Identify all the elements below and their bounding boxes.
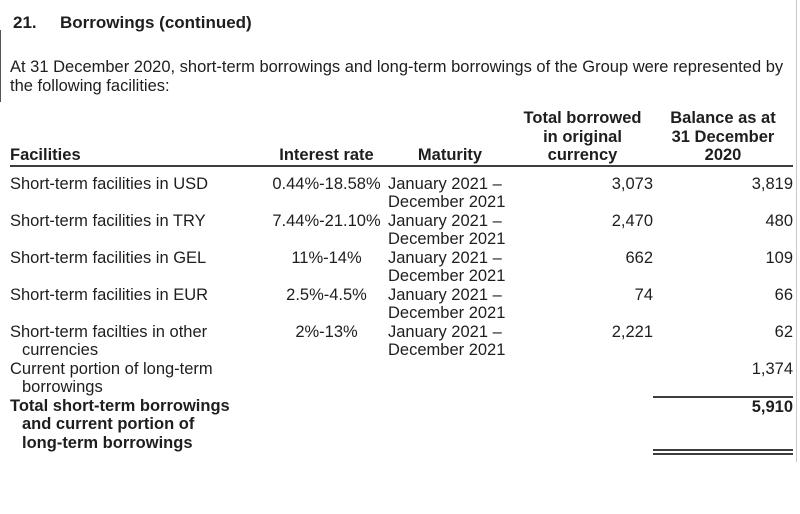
- facility-label: Short-term facilities in USD: [10, 174, 209, 193]
- total-borrowed-cell: 3,073: [611, 174, 653, 193]
- section-number: 21.: [13, 13, 37, 32]
- total-label-line1: Total short-term borrowings: [10, 396, 230, 415]
- col-header-interest-rate: Interest rate: [265, 109, 388, 167]
- facility-cell: Short-term facilities in TRY: [10, 212, 265, 249]
- balance-cell: 3,819: [751, 174, 793, 193]
- total-borrowed-cell-empty: [512, 397, 653, 453]
- col-header-total-borrowed: Total borrowed in original currency: [512, 109, 653, 167]
- table-row-current-portion: Current portion of long-term borrowings …: [10, 359, 793, 398]
- maturity-cell: January 2021 – December 2021: [388, 166, 512, 212]
- table-row-total: Total short-term borrowings and current …: [10, 396, 793, 455]
- table-row-other-currencies: Short-term facilties in other currencies…: [10, 323, 793, 360]
- current-portion-label-line1: Current portion of long-term: [10, 359, 213, 378]
- total-borrowed-cell-empty: [512, 360, 653, 397]
- interest-rate-cell: 0.44%-18.58%: [272, 174, 381, 193]
- total-borrowed-cell: 74: [634, 285, 653, 304]
- total-borrowed-cell: 2,470: [611, 211, 653, 230]
- section-title: Borrowings (continued): [60, 13, 252, 32]
- total-label-line2: and current portion of: [22, 415, 195, 433]
- maturity-from: January 2021 –: [388, 211, 502, 230]
- facility-label-line2: currencies: [22, 341, 99, 359]
- section-heading: 21. Borrowings (continued): [13, 0, 800, 33]
- col-header-balance-line3: 2020: [704, 146, 742, 164]
- facility-cell: Short-term facilities in GEL: [10, 249, 265, 286]
- table-row-gel: Short-term facilities in GEL 11%-14% Jan…: [10, 249, 793, 286]
- scan-artifact-line-right: [796, 0, 797, 462]
- facility-label: Short-term facilities in EUR: [10, 285, 209, 304]
- borrowings-table: Facilities Interest rate Maturity Total …: [10, 109, 793, 455]
- interest-rate-cell-empty: [265, 360, 388, 397]
- total-borrowed-cell: 2,221: [611, 322, 653, 341]
- maturity-cell: January 2021 – December 2021: [388, 286, 512, 323]
- current-portion-label-line2: borrowings: [22, 378, 103, 396]
- interest-rate-cell-empty: [265, 397, 388, 453]
- maturity-cell: January 2021 – December 2021: [388, 249, 512, 286]
- maturity-to: December 2021: [388, 267, 506, 285]
- col-header-total-borrowed-line1: Total borrowed: [523, 109, 642, 127]
- col-header-balance: Balance as at 31 December 2020: [653, 109, 793, 167]
- balance-cell: 66: [774, 285, 793, 304]
- table-row-eur: Short-term facilities in EUR 2.5%-4.5% J…: [10, 286, 793, 323]
- facility-label: Short-term facilities in GEL: [10, 248, 207, 267]
- col-header-maturity: Maturity: [388, 109, 512, 167]
- facility-cell: Short-term facilities in EUR: [10, 286, 265, 323]
- intro-paragraph: At 31 December 2020, short-term borrowin…: [10, 58, 784, 95]
- interest-rate-cell: 7.44%-21.10%: [272, 211, 381, 230]
- maturity-to: December 2021: [388, 341, 506, 359]
- balance-cell: 62: [774, 322, 793, 341]
- facility-label-line1: Short-term facilties in other: [10, 322, 208, 341]
- table-row-usd: Short-term facilities in USD 0.44%-18.58…: [10, 166, 793, 212]
- table-header-row: Facilities Interest rate Maturity Total …: [10, 109, 793, 167]
- maturity-cell: January 2021 – December 2021: [388, 323, 512, 360]
- maturity-cell-empty: [388, 397, 512, 453]
- facility-cell: Current portion of long-term borrowings: [10, 360, 265, 397]
- facility-cell: Short-term facilties in other currencies: [10, 323, 265, 360]
- total-borrowed-cell: 662: [625, 248, 653, 267]
- scan-artifact-line-left: [0, 30, 1, 102]
- col-header-balance-line1: Balance as at: [670, 109, 776, 127]
- maturity-from: January 2021 –: [388, 285, 502, 304]
- interest-rate-cell: 2%-13%: [295, 322, 358, 341]
- maturity-from: January 2021 –: [388, 322, 502, 341]
- col-header-total-borrowed-line2: in original: [543, 127, 622, 146]
- maturity-cell-empty: [388, 360, 512, 397]
- facility-cell: Short-term facilities in USD: [10, 166, 265, 212]
- maturity-to: December 2021: [388, 304, 506, 322]
- maturity-to: December 2021: [388, 230, 506, 248]
- facility-label: Short-term facilities in TRY: [10, 211, 206, 230]
- total-balance-cell: 5,910: [653, 396, 793, 455]
- maturity-to: December 2021: [388, 193, 506, 211]
- balance-cell: 109: [765, 248, 793, 267]
- col-header-balance-line2: 31 December: [671, 127, 775, 146]
- maturity-from: January 2021 –: [388, 174, 502, 193]
- table-row-try: Short-term facilities in TRY 7.44%-21.10…: [10, 212, 793, 249]
- balance-cell: 480: [765, 211, 793, 230]
- total-label-line3: long-term borrowings: [22, 433, 193, 452]
- col-header-facilities: Facilities: [10, 109, 265, 167]
- maturity-cell: January 2021 – December 2021: [388, 212, 512, 249]
- interest-rate-cell: 11%-14%: [291, 248, 362, 267]
- interest-rate-cell: 2.5%-4.5%: [286, 285, 367, 304]
- total-label-cell: Total short-term borrowings and current …: [10, 397, 265, 453]
- maturity-from: January 2021 –: [388, 248, 502, 267]
- balance-cell: 1,374: [653, 359, 793, 398]
- col-header-total-borrowed-line3: currency: [547, 146, 618, 164]
